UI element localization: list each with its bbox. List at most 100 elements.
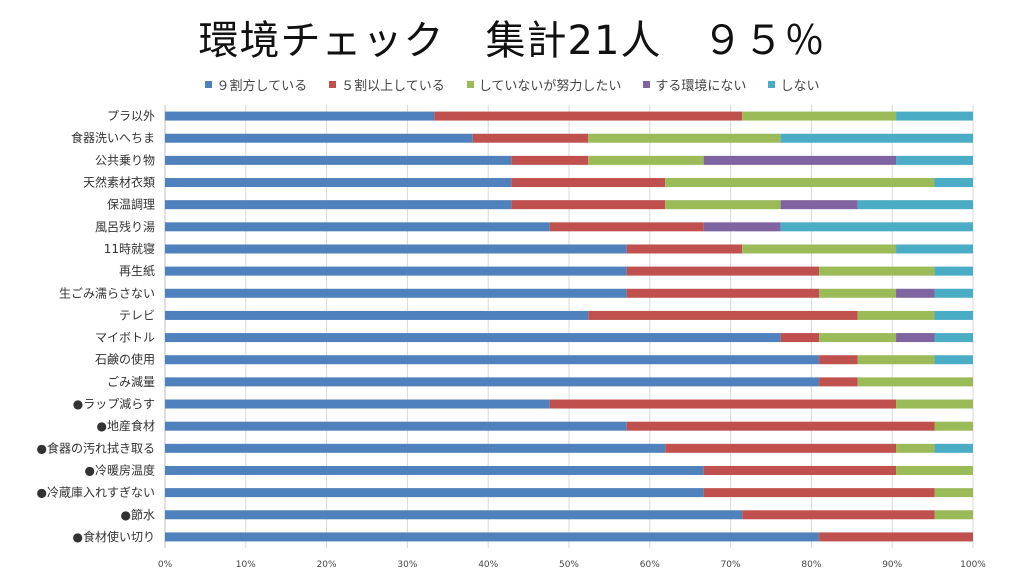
legend-label: ５割以上している: [341, 79, 445, 94]
bar-segment-2: [588, 155, 704, 165]
legend-swatch: [466, 81, 474, 88]
x-tick-label: 50%: [559, 560, 579, 570]
category-label: 石鹸の使用: [95, 352, 155, 367]
legend-item: しない: [768, 75, 819, 94]
bar-segment-1: [511, 155, 589, 165]
bar-segment-1: [665, 443, 897, 453]
bar-segment-2: [819, 288, 897, 298]
bar-segment-2: [665, 200, 781, 210]
bar-segment-4: [934, 443, 973, 453]
bar-segment-0: [165, 333, 781, 343]
bar-segment-2: [857, 310, 935, 320]
legend-swatch: [768, 81, 776, 88]
bar-segment-0: [165, 488, 704, 498]
bar-segment-1: [819, 377, 858, 387]
x-tick-label: 40%: [478, 560, 498, 570]
bar-segment-0: [165, 421, 627, 431]
bar-segment-2: [934, 488, 973, 498]
legend-swatch: [329, 81, 337, 88]
legend-label: ９割方している: [216, 79, 308, 94]
category-label: 風呂残り湯: [95, 220, 155, 234]
bar-segment-4: [896, 111, 973, 121]
bar-segment-1: [511, 178, 666, 188]
legend-label: しない: [780, 79, 820, 94]
x-tick-label: 30%: [397, 560, 417, 570]
bar-segment-3: [703, 222, 781, 232]
legend-swatch: [204, 81, 212, 88]
bar-segment-2: [857, 355, 935, 365]
legend-item: する環境にない: [643, 75, 746, 94]
bar-segment-4: [857, 200, 973, 210]
legend: ９割方している ５割以上している していないが努力したい する環境にない しない: [0, 75, 1024, 94]
bar-segment-2: [934, 510, 973, 520]
bar-segment-3: [896, 333, 935, 343]
bar-segment-0: [165, 111, 435, 121]
category-label: ●冷暖房温度: [85, 462, 155, 477]
bar-segment-1: [703, 488, 935, 498]
bar-segment-0: [165, 377, 820, 387]
bar-segment-1: [626, 421, 935, 431]
bar-segment-4: [934, 266, 973, 276]
bar-segment-4: [934, 355, 973, 365]
category-label: テレビ: [119, 308, 155, 322]
bar-segment-0: [165, 244, 627, 254]
x-tick-label: 80%: [801, 560, 821, 570]
category-label: 公共乗り物: [95, 153, 155, 167]
category-label: ●食材使い切り: [73, 529, 155, 544]
bar-segment-4: [934, 288, 973, 298]
category-label: 天然素材衣類: [83, 175, 155, 190]
category-label: 生ごみ濡らさない: [59, 285, 155, 300]
bar-segment-4: [934, 310, 973, 320]
category-label: 食器洗いへちま: [71, 130, 155, 145]
bar-segment-0: [165, 266, 627, 276]
bar-segment-0: [165, 133, 473, 143]
bar-segment-1: [742, 510, 935, 520]
x-tick-label: 60%: [640, 560, 660, 570]
bar-segment-0: [165, 443, 666, 453]
bar-segment-1: [780, 333, 820, 343]
bar-segment-2: [934, 421, 973, 431]
x-tick-label: 100%: [960, 560, 986, 570]
bar-segment-4: [896, 155, 973, 165]
bar-segment-1: [703, 465, 897, 475]
category-label: ●食器の汚れ拭き取る: [37, 440, 155, 455]
bar-segment-1: [819, 532, 973, 542]
category-label: プラ以外: [107, 109, 155, 123]
x-tick-label: 20%: [317, 560, 337, 570]
bar-segment-0: [165, 155, 512, 165]
bar-segment-2: [857, 377, 973, 387]
bar-segment-3: [703, 155, 897, 165]
bar-segment-2: [742, 111, 897, 121]
bar-segment-4: [934, 178, 973, 188]
bar-segment-0: [165, 310, 589, 320]
bar-segment-1: [472, 133, 589, 143]
bar-segment-2: [896, 399, 973, 409]
bar-segment-0: [165, 178, 512, 188]
bar-segment-1: [626, 288, 820, 298]
legend-item: ９割方している: [204, 75, 308, 94]
x-tick-label: 0%: [158, 560, 173, 570]
legend-label: する環境にない: [655, 79, 747, 94]
category-label: ●地産食材: [97, 418, 155, 433]
bar-segment-1: [626, 244, 743, 254]
bar-segment-1: [434, 111, 743, 121]
bar-segment-0: [165, 510, 743, 520]
bar-segment-2: [896, 443, 935, 453]
category-label: 11時就寝: [104, 241, 155, 256]
bar-segment-2: [896, 465, 973, 475]
bar-segment-2: [742, 244, 897, 254]
bar-segment-1: [819, 355, 858, 365]
bar-segment-0: [165, 222, 550, 232]
category-label: ●冷蔵庫入れすぎない: [37, 486, 155, 500]
bar-segment-1: [626, 266, 820, 276]
bar-segment-1: [588, 310, 858, 320]
legend-label: していないが努力したい: [478, 79, 622, 94]
category-label: 再生紙: [119, 263, 155, 278]
bar-segment-0: [165, 399, 550, 409]
legend-swatch: [643, 81, 651, 88]
bar-segment-4: [896, 244, 973, 254]
bar-segment-2: [819, 266, 935, 276]
bar-segment-1: [549, 399, 897, 409]
bar-segment-4: [780, 133, 973, 143]
